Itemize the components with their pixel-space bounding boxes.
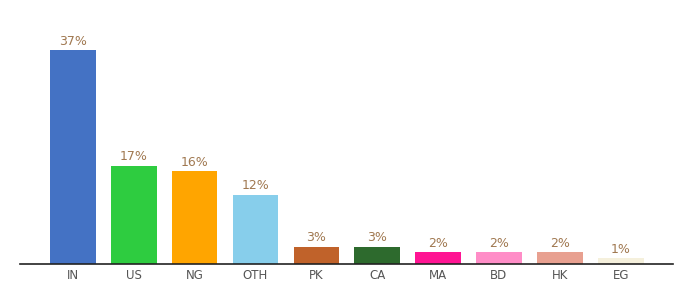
Bar bbox=[50, 50, 96, 264]
Text: 17%: 17% bbox=[120, 150, 148, 163]
Bar bbox=[598, 258, 643, 264]
Bar bbox=[294, 247, 339, 264]
Text: 2%: 2% bbox=[489, 237, 509, 250]
Bar bbox=[537, 252, 583, 264]
Bar bbox=[354, 247, 400, 264]
Text: 16%: 16% bbox=[181, 156, 209, 169]
Text: 3%: 3% bbox=[367, 231, 387, 244]
Bar bbox=[172, 171, 218, 264]
Text: 2%: 2% bbox=[550, 237, 570, 250]
Bar bbox=[476, 252, 522, 264]
Bar bbox=[233, 195, 278, 264]
Text: 12%: 12% bbox=[241, 179, 269, 192]
Text: 3%: 3% bbox=[307, 231, 326, 244]
Bar bbox=[111, 166, 156, 264]
Bar bbox=[415, 252, 461, 264]
Text: 37%: 37% bbox=[59, 34, 87, 48]
Text: 1%: 1% bbox=[611, 243, 630, 256]
Text: 2%: 2% bbox=[428, 237, 448, 250]
